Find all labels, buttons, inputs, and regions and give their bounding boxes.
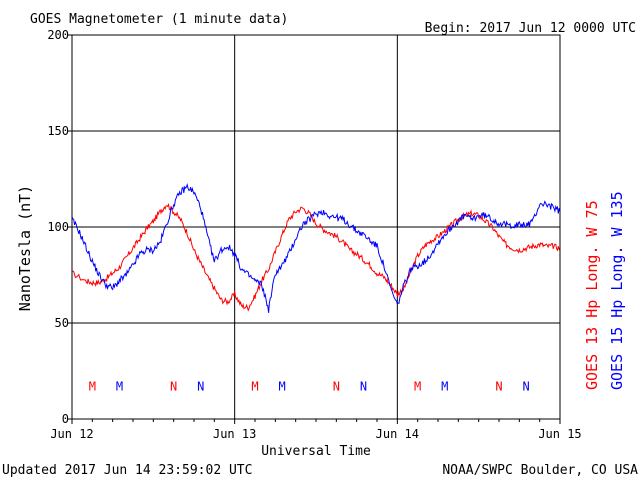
mn-marker: N	[495, 379, 502, 393]
x-tick-label: Jun 12	[50, 427, 93, 441]
y-tick-label: 150	[47, 124, 69, 138]
x-axis-ticks: Jun 12 Jun 13 Jun 14 Jun 15	[50, 419, 582, 441]
credit: NOAA/SWPC Boulder, CO USA	[442, 463, 638, 478]
y-tick-label: 0	[62, 412, 69, 426]
mn-marker: M	[414, 379, 421, 393]
mn-marker: N	[360, 379, 367, 393]
begin-time: Begin: 2017 Jun 12 0000 UTC	[425, 21, 636, 36]
mn-marker: M	[278, 379, 285, 393]
mn-marker: N	[333, 379, 340, 393]
x-tick-label: Jun 14	[376, 427, 419, 441]
y-tick-label: 200	[47, 28, 69, 42]
updated-time: Updated 2017 Jun 14 23:59:02 UTC	[2, 463, 252, 478]
mn-marker: N	[522, 379, 529, 393]
y-axis-label: NanoTesla (nT)	[16, 185, 34, 311]
x-axis-label: Universal Time	[261, 444, 371, 459]
x-tick-label: Jun 13	[213, 427, 256, 441]
mn-marker: M	[116, 379, 123, 393]
y-tick-label: 100	[47, 220, 69, 234]
plot-grid	[71, 34, 561, 420]
series-goes13-line	[72, 202, 560, 312]
x-tick-label: Jun 15	[538, 427, 581, 441]
legend-goes15: GOES 15 Hp Long. W 135	[608, 191, 626, 390]
plot-frame	[71, 34, 561, 420]
series-goes15-line	[72, 183, 560, 313]
mn-marker: M	[441, 379, 448, 393]
y-axis-ticks: 0 50 100 150 200	[47, 28, 72, 426]
mn-marker: N	[170, 379, 177, 393]
chart-title: GOES Magnetometer (1 minute data)	[30, 12, 288, 27]
legend-goes13: GOES 13 Hp Long. W 75	[583, 200, 601, 390]
y-tick-label: 50	[55, 316, 69, 330]
mn-marker: M	[251, 379, 258, 393]
mn-marker: N	[197, 379, 204, 393]
mn-marker: M	[89, 379, 96, 393]
